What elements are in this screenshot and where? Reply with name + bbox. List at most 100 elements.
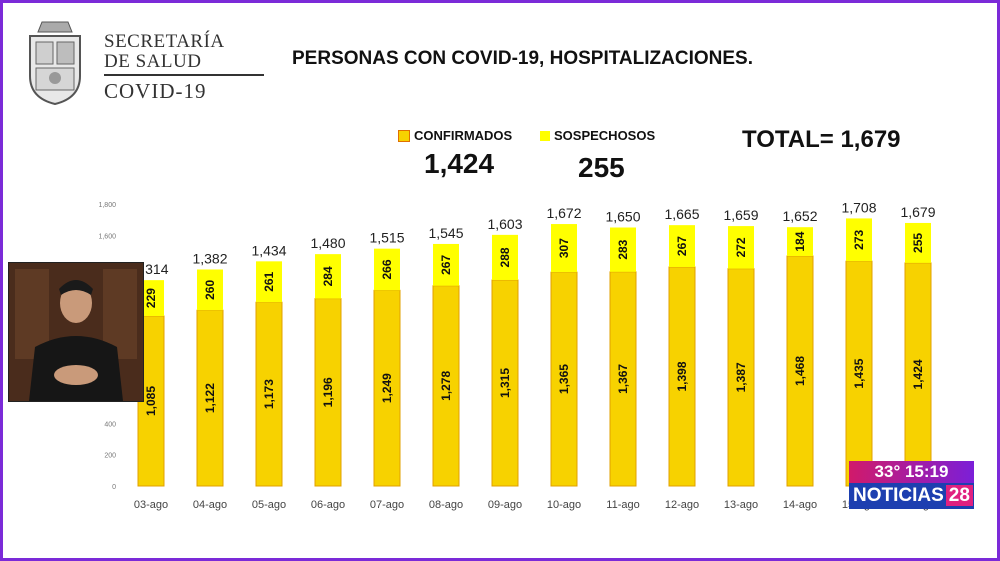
bar-sospechosos — [315, 254, 341, 299]
bar-sospechosos — [492, 234, 518, 280]
total-data-label: 1,659 — [723, 207, 758, 223]
coat-of-arms-icon — [29, 21, 81, 106]
y-tick-label: 0 — [112, 484, 116, 491]
legend-confirmados-label: CONFIRMADOS — [414, 128, 513, 143]
confirmados-data-label: 1,249 — [380, 373, 394, 403]
sospechosos-data-label: 288 — [498, 247, 512, 267]
sospechosos-total: 255 — [578, 152, 625, 183]
total-data-label: 1,545 — [428, 225, 463, 241]
total-data-label: 1,515 — [369, 230, 404, 246]
x-tick-label: 04-ago — [193, 499, 227, 511]
bar-confirmados — [727, 268, 755, 487]
bar-confirmados — [432, 285, 460, 487]
bar-sospechosos — [728, 226, 754, 269]
sospechosos-data-label: 267 — [439, 255, 453, 275]
secretaria-logo: SECRETARÍA DE SALUD COVID-19 — [22, 18, 264, 108]
sospechosos-data-label: 260 — [203, 280, 217, 300]
confirmados-data-label: 1,365 — [557, 364, 571, 394]
page-title: PERSONAS CON COVID-19, HOSPITALIZACIONES… — [292, 48, 753, 69]
org-line3: COVID-19 — [104, 79, 207, 103]
bar-sospechosos — [610, 227, 636, 272]
bar-confirmados — [255, 301, 283, 487]
legend-sospechosos: SOSPECHOSOS — [540, 128, 655, 143]
confirmados-data-label: 1,085 — [144, 386, 158, 416]
x-tick-label: 08-ago — [429, 499, 463, 511]
confirmados-data-label: 1,398 — [675, 361, 689, 391]
confirmados-data-label: 1,173 — [262, 379, 276, 409]
total-data-label: 1,650 — [605, 209, 640, 225]
y-tick-label: 1,800 — [98, 202, 116, 209]
sospechosos-data-label: 266 — [380, 259, 394, 279]
sospechosos-data-label: 184 — [793, 231, 807, 251]
bar-confirmados — [373, 289, 401, 487]
bar-sospechosos — [905, 222, 931, 263]
bar-confirmados — [314, 298, 342, 487]
sospechosos-data-label: 261 — [262, 271, 276, 291]
total-data-label: 1,382 — [192, 250, 227, 266]
bar-sospechosos — [197, 269, 223, 311]
x-tick-label: 13-ago — [724, 499, 758, 511]
sospechosos-data-label: 267 — [675, 236, 689, 256]
y-tick-label: 200 — [104, 453, 116, 460]
sospechosos-data-label: 283 — [616, 239, 630, 259]
bar-sospechosos — [433, 243, 459, 286]
x-tick-label: 03-ago — [134, 499, 168, 511]
y-tick-label: 1,600 — [98, 233, 116, 240]
bar-confirmados — [609, 271, 637, 487]
total-data-label: 1,434 — [251, 242, 286, 258]
sospechosos-data-label: 273 — [852, 229, 866, 249]
bar-sospechosos — [374, 248, 400, 291]
sign-language-interpreter-video — [8, 262, 144, 402]
total-data-label: 1,672 — [546, 205, 581, 221]
bar-sospechosos — [846, 218, 872, 262]
confirmados-data-label: 1,468 — [793, 356, 807, 386]
x-tick-label: 12-ago — [665, 499, 699, 511]
bar-confirmados — [845, 260, 873, 487]
total-data-label: 1,480 — [310, 235, 345, 251]
total-data-label: 1,652 — [782, 208, 817, 224]
x-tick-label: 05-ago — [252, 499, 286, 511]
x-tick-label: 09-ago — [488, 499, 522, 511]
x-tick-label: 06-ago — [311, 499, 345, 511]
bar-sospechosos — [669, 225, 695, 267]
bar-confirmados — [904, 262, 932, 487]
confirmados-data-label: 1,367 — [616, 364, 630, 394]
confirmados-total: 1,424 — [424, 148, 495, 179]
sospechosos-data-label: 255 — [911, 233, 925, 253]
total-data-label: 1,708 — [841, 199, 876, 215]
confirmados-data-label: 1,196 — [321, 377, 335, 407]
x-tick-label: 14-ago — [783, 499, 817, 511]
confirmados-data-label: 1,315 — [498, 368, 512, 398]
bar-confirmados — [668, 266, 696, 487]
temp-time: 33° 15:19 — [849, 461, 974, 483]
bar-sospechosos — [551, 224, 577, 273]
sospechosos-data-label: 229 — [144, 288, 158, 308]
sospechosos-data-label: 307 — [557, 238, 571, 258]
confirmados-data-label: 1,278 — [439, 371, 453, 401]
bar-confirmados — [786, 255, 814, 487]
total-data-label: 1,679 — [900, 204, 935, 220]
x-tick-label: 07-ago — [370, 499, 404, 511]
channel-name: NOTICIAS — [853, 485, 944, 506]
sospechosos-data-label: 284 — [321, 266, 335, 286]
total-data-label: 1,603 — [487, 216, 522, 232]
org-line1: SECRETARÍA — [104, 31, 225, 52]
org-line2: DE SALUD — [104, 52, 264, 76]
grand-total: TOTAL= 1,679 — [742, 126, 901, 153]
sospechosos-swatch — [540, 130, 550, 141]
bar-confirmados — [491, 279, 519, 487]
legend-confirmados: CONFIRMADOS — [398, 128, 512, 143]
confirmados-swatch — [398, 129, 410, 142]
sospechosos-data-label: 272 — [734, 237, 748, 257]
confirmados-data-label: 1,435 — [852, 358, 866, 388]
interpreter-figure — [9, 263, 143, 401]
bar-confirmados — [196, 309, 224, 487]
channel-logo: NOTICIAS 28 — [849, 483, 974, 509]
channel-number: 28 — [945, 485, 973, 506]
total-data-label: 1,665 — [664, 206, 699, 222]
broadcast-badge: 33° 15:19 NOTICIAS 28 — [849, 461, 974, 509]
x-tick-label: 10-ago — [547, 499, 581, 511]
confirmados-data-label: 1,387 — [734, 362, 748, 392]
bar-sospechosos — [787, 227, 813, 257]
